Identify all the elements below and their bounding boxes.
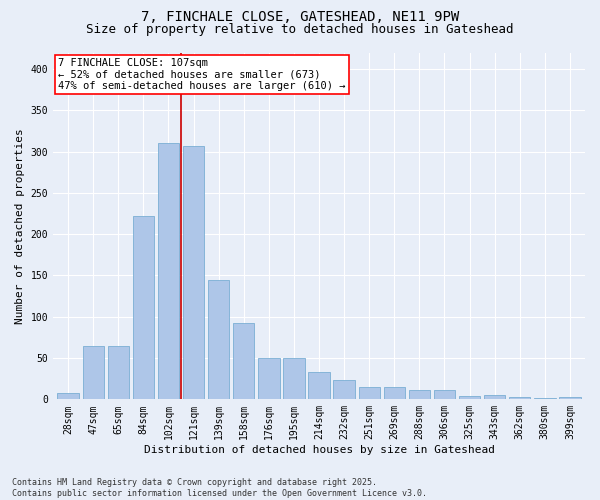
- Bar: [183, 146, 204, 400]
- Text: Size of property relative to detached houses in Gateshead: Size of property relative to detached ho…: [86, 22, 514, 36]
- Bar: [334, 380, 355, 400]
- Bar: [383, 387, 405, 400]
- Bar: [83, 346, 104, 400]
- Bar: [283, 358, 305, 400]
- Bar: [58, 392, 79, 400]
- Bar: [133, 216, 154, 400]
- Text: 7 FINCHALE CLOSE: 107sqm
← 52% of detached houses are smaller (673)
47% of semi-: 7 FINCHALE CLOSE: 107sqm ← 52% of detach…: [58, 58, 346, 91]
- Bar: [509, 397, 530, 400]
- Y-axis label: Number of detached properties: Number of detached properties: [15, 128, 25, 324]
- X-axis label: Distribution of detached houses by size in Gateshead: Distribution of detached houses by size …: [143, 445, 494, 455]
- Bar: [158, 144, 179, 400]
- Bar: [559, 397, 581, 400]
- Bar: [459, 396, 480, 400]
- Bar: [308, 372, 329, 400]
- Bar: [434, 390, 455, 400]
- Text: 7, FINCHALE CLOSE, GATESHEAD, NE11 9PW: 7, FINCHALE CLOSE, GATESHEAD, NE11 9PW: [141, 10, 459, 24]
- Bar: [359, 387, 380, 400]
- Bar: [233, 324, 254, 400]
- Bar: [409, 390, 430, 400]
- Bar: [258, 358, 280, 400]
- Text: Contains HM Land Registry data © Crown copyright and database right 2025.
Contai: Contains HM Land Registry data © Crown c…: [12, 478, 427, 498]
- Bar: [208, 280, 229, 400]
- Bar: [107, 346, 129, 400]
- Bar: [534, 398, 556, 400]
- Bar: [484, 395, 505, 400]
